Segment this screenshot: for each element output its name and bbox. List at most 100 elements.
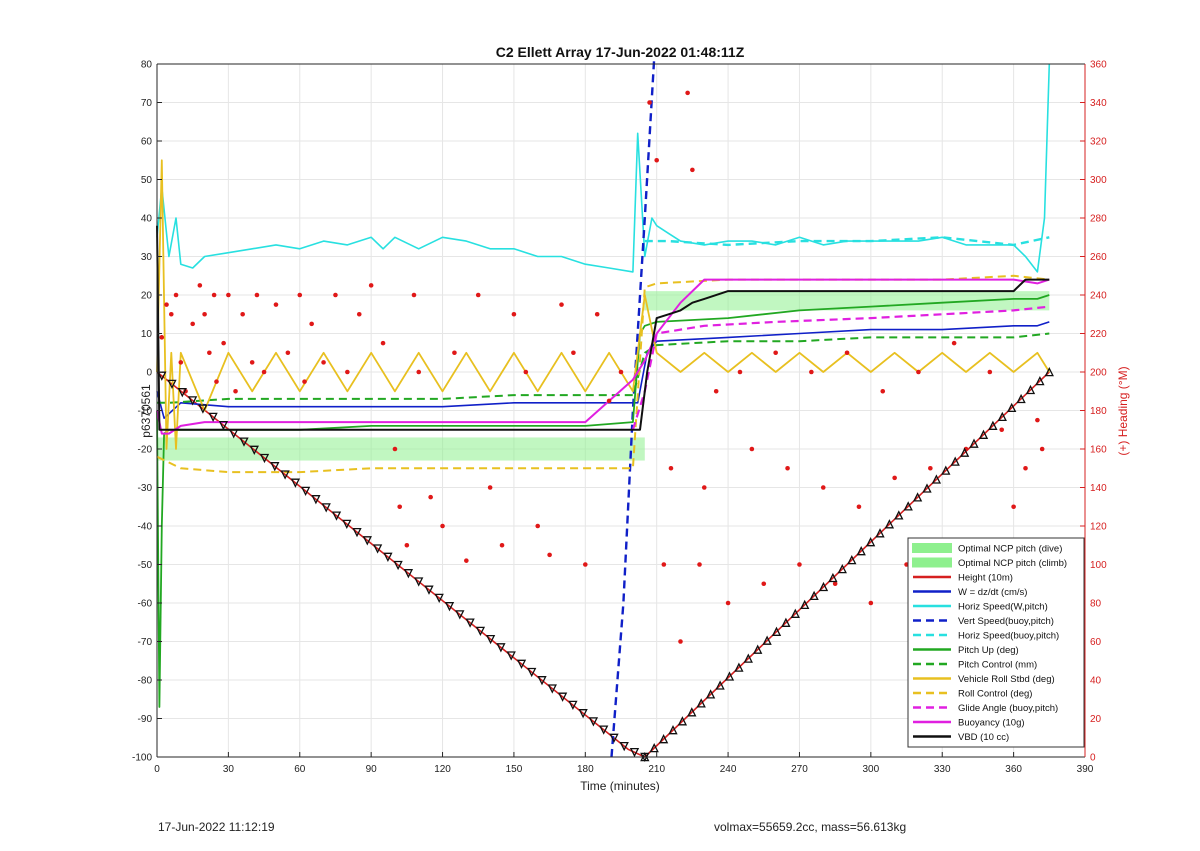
depth-marker — [609, 733, 619, 743]
heading-point — [535, 523, 541, 529]
heading-point — [559, 302, 564, 307]
y-tick-label: 30 — [141, 252, 153, 263]
heading-point — [685, 90, 690, 96]
heading-point — [511, 311, 517, 317]
depth-marker — [629, 747, 640, 758]
depth-marker — [187, 396, 198, 406]
heading-point — [523, 369, 529, 375]
y2-tick-label: 340 — [1090, 98, 1107, 109]
depth-marker — [696, 698, 706, 708]
heading-point — [207, 350, 212, 356]
heading-point — [583, 562, 588, 567]
legend-swatch — [912, 543, 952, 553]
depth-marker — [997, 411, 1007, 422]
depth-marker — [599, 725, 609, 735]
heading-point — [856, 504, 862, 510]
series-lines — [156, 56, 1051, 758]
heading-point — [178, 360, 184, 365]
depth-markers — [157, 366, 1054, 763]
heading-point — [678, 639, 683, 644]
series-line — [610, 56, 656, 758]
depth-marker — [568, 700, 578, 711]
depth-marker — [894, 510, 904, 520]
depth-marker — [383, 552, 393, 562]
depth-marker — [280, 470, 290, 480]
series-line — [156, 225, 1050, 431]
x-tick-label: 210 — [648, 764, 665, 775]
heading-point — [713, 388, 719, 394]
depth-marker — [1035, 375, 1045, 386]
heading-point — [868, 600, 874, 606]
y2-tick-label: 0 — [1090, 753, 1096, 764]
depth-marker — [762, 635, 772, 645]
y2-tick-label: 100 — [1090, 560, 1107, 571]
heading-point — [487, 485, 493, 490]
depth-marker — [475, 626, 486, 637]
heading-point — [356, 311, 362, 317]
heading-point — [254, 292, 260, 298]
y2-tick-label: 300 — [1090, 175, 1107, 186]
heading-point — [464, 558, 469, 563]
depth-marker — [658, 734, 669, 744]
legend-label: Pitch Control (mm) — [958, 660, 1037, 671]
y2-axis-label: (+) Heading (°M) — [1116, 366, 1130, 455]
depth-marker — [847, 554, 857, 565]
depth-marker — [198, 404, 208, 414]
depth-marker — [167, 379, 177, 390]
heading-point — [594, 311, 600, 317]
depth-marker — [724, 671, 735, 681]
depth-marker — [1016, 393, 1026, 404]
depth-marker — [259, 453, 270, 464]
depth-marker — [496, 643, 506, 653]
series-line — [644, 236, 1050, 247]
y2-tick-label: 120 — [1090, 522, 1107, 533]
depth-marker — [485, 634, 496, 645]
depth-marker — [619, 741, 629, 752]
y-tick-label: 80 — [141, 60, 153, 71]
y2-tick-label: 240 — [1090, 291, 1107, 302]
ncp-band — [644, 291, 1050, 311]
chart-title: C2 Ellett Array 17-Jun-2022 01:48:11Z — [496, 44, 745, 60]
depth-marker — [1025, 384, 1036, 395]
heading-point — [240, 311, 245, 317]
series-line — [156, 63, 1051, 273]
legend-label: VBD (10 cc) — [958, 732, 1009, 743]
y-tick-label: -30 — [138, 483, 153, 494]
depth-marker — [705, 689, 716, 699]
depth-marker — [1044, 366, 1054, 377]
legend-label: Glide Angle (buoy,pitch) — [958, 703, 1058, 714]
heading-point — [809, 369, 814, 375]
heading-point — [261, 369, 267, 375]
depth-marker — [362, 536, 372, 546]
depth-marker — [649, 742, 659, 753]
heading-point — [832, 581, 838, 587]
depth-marker — [875, 528, 885, 538]
series-line — [156, 321, 1050, 420]
footer-mass-info: volmax=55659.2cc, mass=56.613kg — [714, 820, 907, 834]
depth-marker — [434, 593, 444, 604]
y-tick-label: -20 — [138, 445, 153, 456]
y-tick-label: -50 — [138, 560, 153, 571]
legend-label: Vehicle Roll Stbd (deg) — [958, 674, 1055, 685]
depth-marker — [959, 447, 970, 457]
heading-point — [309, 321, 314, 327]
depth-marker — [978, 429, 989, 439]
heading-point — [411, 292, 417, 298]
depth-marker — [922, 483, 932, 493]
depth-marker — [537, 676, 547, 686]
heading-point — [661, 562, 667, 567]
x-tick-label: 90 — [366, 764, 378, 775]
heading-point — [380, 340, 386, 346]
y-tick-label: -70 — [138, 637, 153, 648]
heading-point — [928, 465, 933, 471]
heading-point — [168, 311, 174, 317]
depth-marker — [239, 437, 249, 447]
heading-point — [606, 398, 612, 404]
y-axis-label: p6370561 — [139, 384, 153, 438]
depth-marker — [218, 420, 229, 431]
y2-tick-label: 360 — [1090, 60, 1107, 71]
depth-marker — [424, 585, 434, 595]
legend-label: Optimal NCP pitch (dive) — [958, 544, 1062, 555]
depth-marker — [444, 602, 455, 612]
